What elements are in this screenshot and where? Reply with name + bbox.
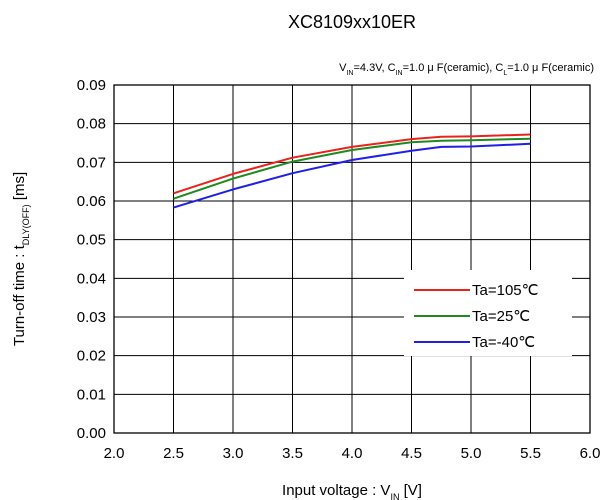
y-tick-label: 0.09 [77,77,106,94]
y-tick-label: 0.03 [77,309,106,326]
y-tick-label: 0.04 [77,270,106,287]
plot-frame [113,84,591,434]
test-conditions: VIN=4.3V, CIN=1.0 μ F(ceramic), CL=1.0 μ… [339,62,594,77]
x-tick-labels: 2.0 2.5 3.0 3.5 4.0 4.5 5.0 5.5 6.0 [104,445,601,462]
x-tick-label: 4.5 [401,445,422,462]
series-line-1 [173,137,531,200]
legend: Ta=105℃ Ta=25℃ Ta=-40℃ [404,270,572,356]
x-tick-label: 3.5 [282,445,303,462]
y-tick-label: 0.07 [77,154,106,171]
y-tick-label: 0.02 [77,348,106,365]
x-tick-label: 5.5 [520,445,541,462]
y-tick-label: 0.06 [77,193,106,210]
y-tick-label: 0.05 [77,232,106,249]
legend-label-1: Ta=25℃ [472,308,530,325]
y-tick-label: 0.01 [77,386,106,403]
x-tick-label: 4.0 [342,445,363,462]
series-lines [173,133,531,209]
x-tick-label: 5.0 [461,445,482,462]
series-line-2 [173,142,531,209]
y-tick-label: 0.00 [77,425,106,442]
x-tick-label: 6.0 [580,445,601,462]
chart-title: XC8109xx10ER [288,12,416,32]
series-line-0 [173,133,531,195]
x-axis-label: Input voltage : VIN [V] [282,482,422,500]
y-tick-label: 0.08 [77,116,106,133]
x-tick-label: 3.0 [223,445,244,462]
x-tick-label: 2.0 [104,445,125,462]
y-axis-label: Turn-off time : tDLY(OFF) [ms] [11,172,31,346]
x-tick-label: 2.5 [163,445,184,462]
legend-label-2: Ta=-40℃ [472,334,535,351]
grid-lines [114,85,590,433]
legend-label-0: Ta=105℃ [472,282,538,299]
y-tick-labels: 0.00 0.01 0.02 0.03 0.04 0.05 0.06 0.07 0.08 0.09 [77,77,106,442]
